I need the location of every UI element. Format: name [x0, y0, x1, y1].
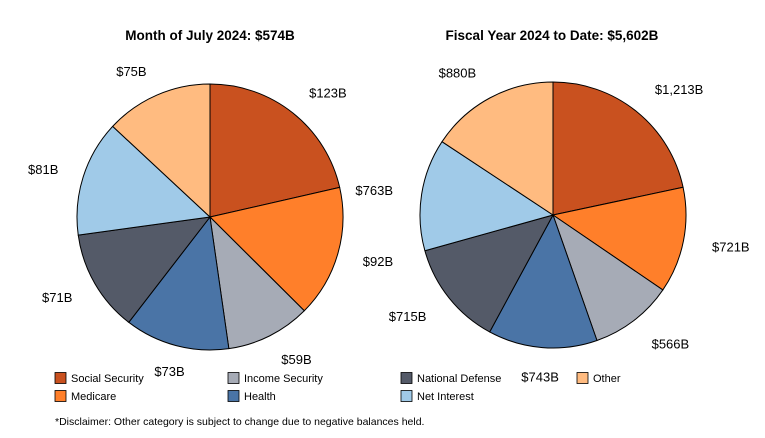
legend-swatch-income-security — [227, 372, 240, 384]
data-label: $721B — [712, 239, 750, 254]
data-label: $81B — [28, 162, 58, 177]
data-label: $715B — [389, 309, 427, 324]
legend-swatch-health — [227, 390, 240, 402]
legend-label-social-security: Social Security — [71, 373, 144, 385]
legend-swatch-social-security — [54, 372, 67, 384]
data-label: $763B — [355, 183, 393, 198]
legend-swatch-other — [576, 372, 589, 384]
data-label: $880B — [439, 65, 477, 80]
disclaimer-text: *Disclaimer: Other category is subject t… — [55, 416, 424, 428]
chart-title-fytd: Fiscal Year 2024 to Date: $5,602B — [446, 28, 659, 43]
data-label: $123B — [309, 86, 347, 101]
legend-swatch-net-interest — [400, 390, 413, 402]
data-label: $92B — [363, 254, 393, 269]
chart-title-july: Month of July 2024: $574B — [125, 28, 295, 43]
legend-label-other: Other — [593, 373, 621, 385]
legend-swatch-medicare — [54, 390, 67, 402]
pie-slice-other — [441, 81, 554, 216]
pie-slice-net-interest — [419, 141, 554, 252]
pie-slice-health — [489, 214, 598, 349]
legend-label-net-interest: Net Interest — [417, 391, 474, 403]
pie-chart-july: $123B $92B $59B $73B $71B $81B $75B — [28, 64, 393, 379]
pie-slice-net-interest — [76, 125, 211, 236]
pie-slice-income-security — [552, 214, 664, 342]
legend-label-health: Health — [244, 391, 276, 403]
pie-slice-national-defense — [77, 216, 211, 323]
pie-slice-income-security — [209, 216, 305, 350]
pie-slice-other — [112, 83, 211, 218]
pie-slice-social-security — [209, 83, 341, 218]
data-label: $566B — [652, 337, 690, 352]
pie-slice-medicare — [209, 186, 344, 312]
data-label: $73B — [154, 364, 184, 379]
legend: Social Security Medicare Income Security He… — [54, 372, 621, 403]
data-label: $75B — [116, 64, 146, 79]
legend-label-medicare: Medicare — [71, 391, 116, 403]
legend-swatch-national-defense — [400, 372, 413, 384]
pie-slice-health — [128, 216, 230, 351]
data-label: $71B — [42, 290, 72, 305]
legend-label-income-security: Income Security — [244, 373, 323, 385]
data-label: $59B — [281, 352, 311, 367]
pie-chart-fytd: $1,213B $721B $566B $743B $715B $763B $880B — [355, 65, 749, 384]
data-label: $1,213B — [655, 82, 703, 97]
legend-label-national-defense: National Defense — [417, 373, 501, 385]
data-label: $743B — [521, 370, 559, 385]
pie-slice-medicare — [552, 186, 687, 291]
pie-slice-social-security — [552, 81, 684, 216]
pie-slice-national-defense — [424, 214, 554, 333]
